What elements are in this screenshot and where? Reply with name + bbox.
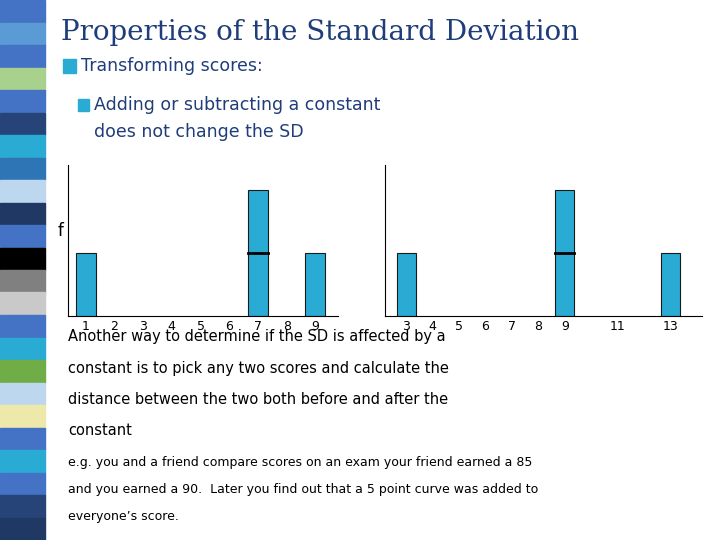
Bar — [397, 253, 415, 316]
Text: distance between the two both before and after the: distance between the two both before and… — [68, 392, 449, 407]
Bar — [661, 253, 680, 316]
Bar — [248, 190, 268, 316]
Y-axis label: f: f — [57, 222, 63, 240]
Text: Transforming scores:: Transforming scores: — [81, 57, 262, 75]
Text: constant: constant — [68, 423, 132, 438]
Text: Another way to determine if the SD is affected by a: Another way to determine if the SD is af… — [68, 329, 446, 345]
Bar — [305, 253, 325, 316]
Text: Adding or subtracting a constant: Adding or subtracting a constant — [94, 96, 380, 114]
Bar — [556, 190, 574, 316]
Text: everyone’s score.: everyone’s score. — [68, 510, 179, 523]
Text: and you earned a 90.  Later you find out that a 5 point curve was added to: and you earned a 90. Later you find out … — [68, 483, 539, 496]
Text: constant is to pick any two scores and calculate the: constant is to pick any two scores and c… — [68, 361, 449, 376]
Text: e.g. you and a friend compare scores on an exam your friend earned a 85: e.g. you and a friend compare scores on … — [68, 456, 533, 469]
Bar — [76, 253, 96, 316]
Text: does not change the SD: does not change the SD — [94, 123, 303, 141]
Text: Properties of the Standard Deviation: Properties of the Standard Deviation — [61, 19, 579, 46]
